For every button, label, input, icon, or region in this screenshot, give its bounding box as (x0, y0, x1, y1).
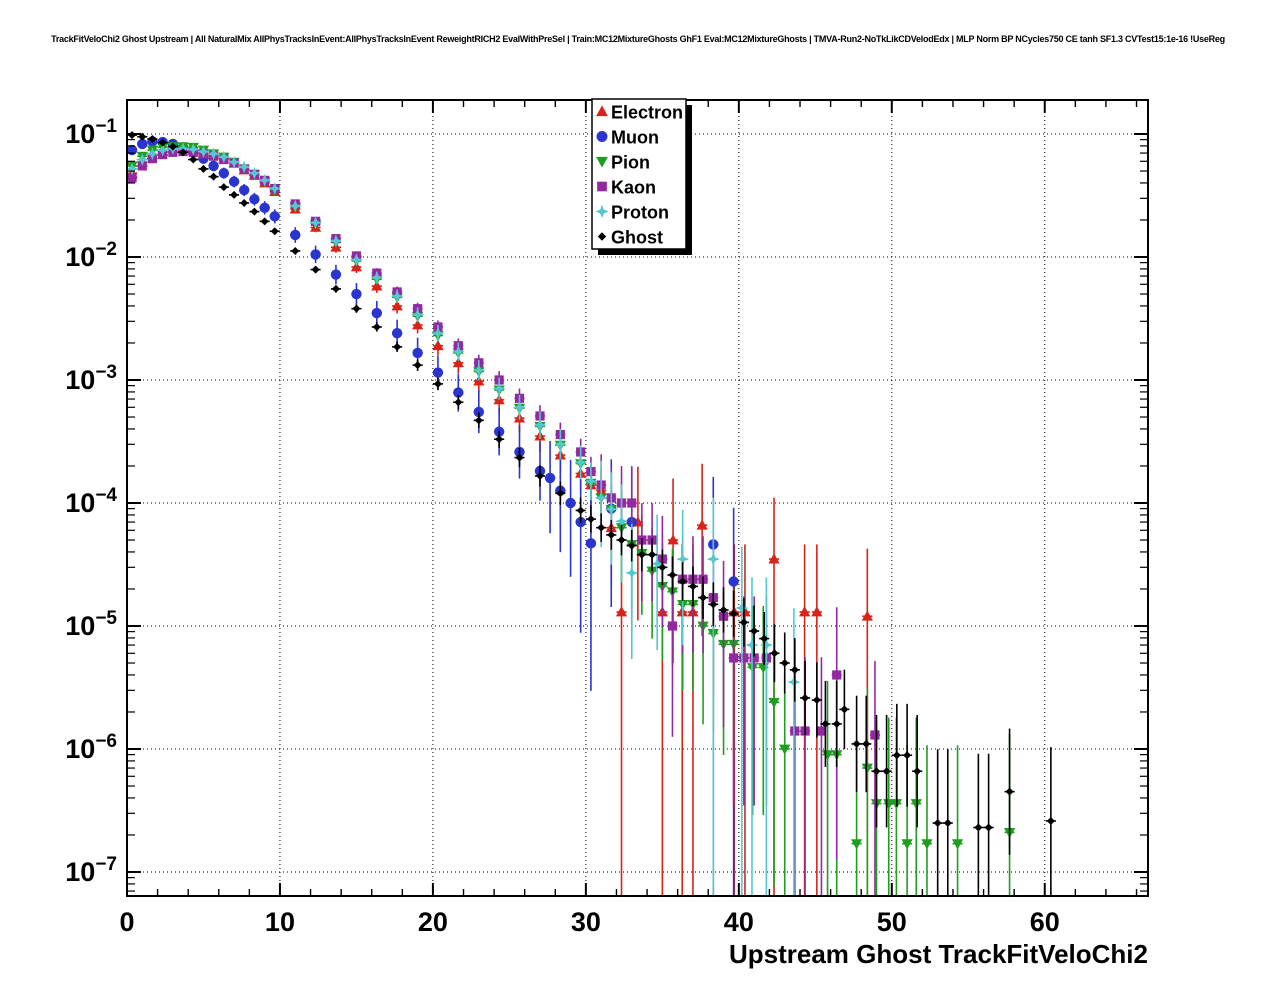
legend: Electron Muon Pion Kaon Proton Ghost (591, 98, 692, 255)
x-axis-title: Upstream Ghost TrackFitVeloChi2 (729, 939, 1148, 969)
x-tick-label: 50 (877, 907, 907, 937)
x-tick-label: 30 (571, 907, 601, 937)
x-tick-label: 0 (119, 907, 134, 937)
y-tick-label: 10−5 (65, 608, 117, 641)
legend-box (591, 98, 687, 250)
series-ghost (127, 131, 1056, 896)
y-tick-label: 10−7 (65, 854, 117, 887)
y-tick-label: 10−3 (65, 362, 117, 395)
x-tick-label: 40 (724, 907, 754, 937)
gridlines (127, 100, 1148, 896)
series-electron (127, 142, 873, 896)
y-tick-label: 10−1 (65, 116, 117, 149)
legend-label-pion: Pion (611, 153, 650, 173)
x-tick-label: 10 (265, 907, 295, 937)
y-tick-label: 10−4 (65, 485, 117, 518)
x-tick-label: 20 (418, 907, 448, 937)
plot-title: TrackFitVeloChi2 Ghost Upstream | All Na… (51, 34, 1225, 44)
legend-label-muon: Muon (611, 128, 659, 148)
data-points (127, 131, 1056, 896)
x-tick-label: 60 (1030, 907, 1060, 937)
y-tick-label: 10−2 (65, 239, 117, 272)
axis-labels: 0 10 20 30 40 50 60 10−1 10−2 10−3 10−4 10−5 10−6 10−… (65, 116, 1059, 937)
legend-label-proton: Proton (611, 203, 669, 223)
legend-label-ghost: Ghost (611, 228, 663, 248)
legend-label-kaon: Kaon (611, 178, 656, 198)
y-tick-label: 10−6 (65, 731, 117, 764)
series-proton (127, 142, 801, 896)
legend-label-electron: Electron (611, 103, 683, 123)
